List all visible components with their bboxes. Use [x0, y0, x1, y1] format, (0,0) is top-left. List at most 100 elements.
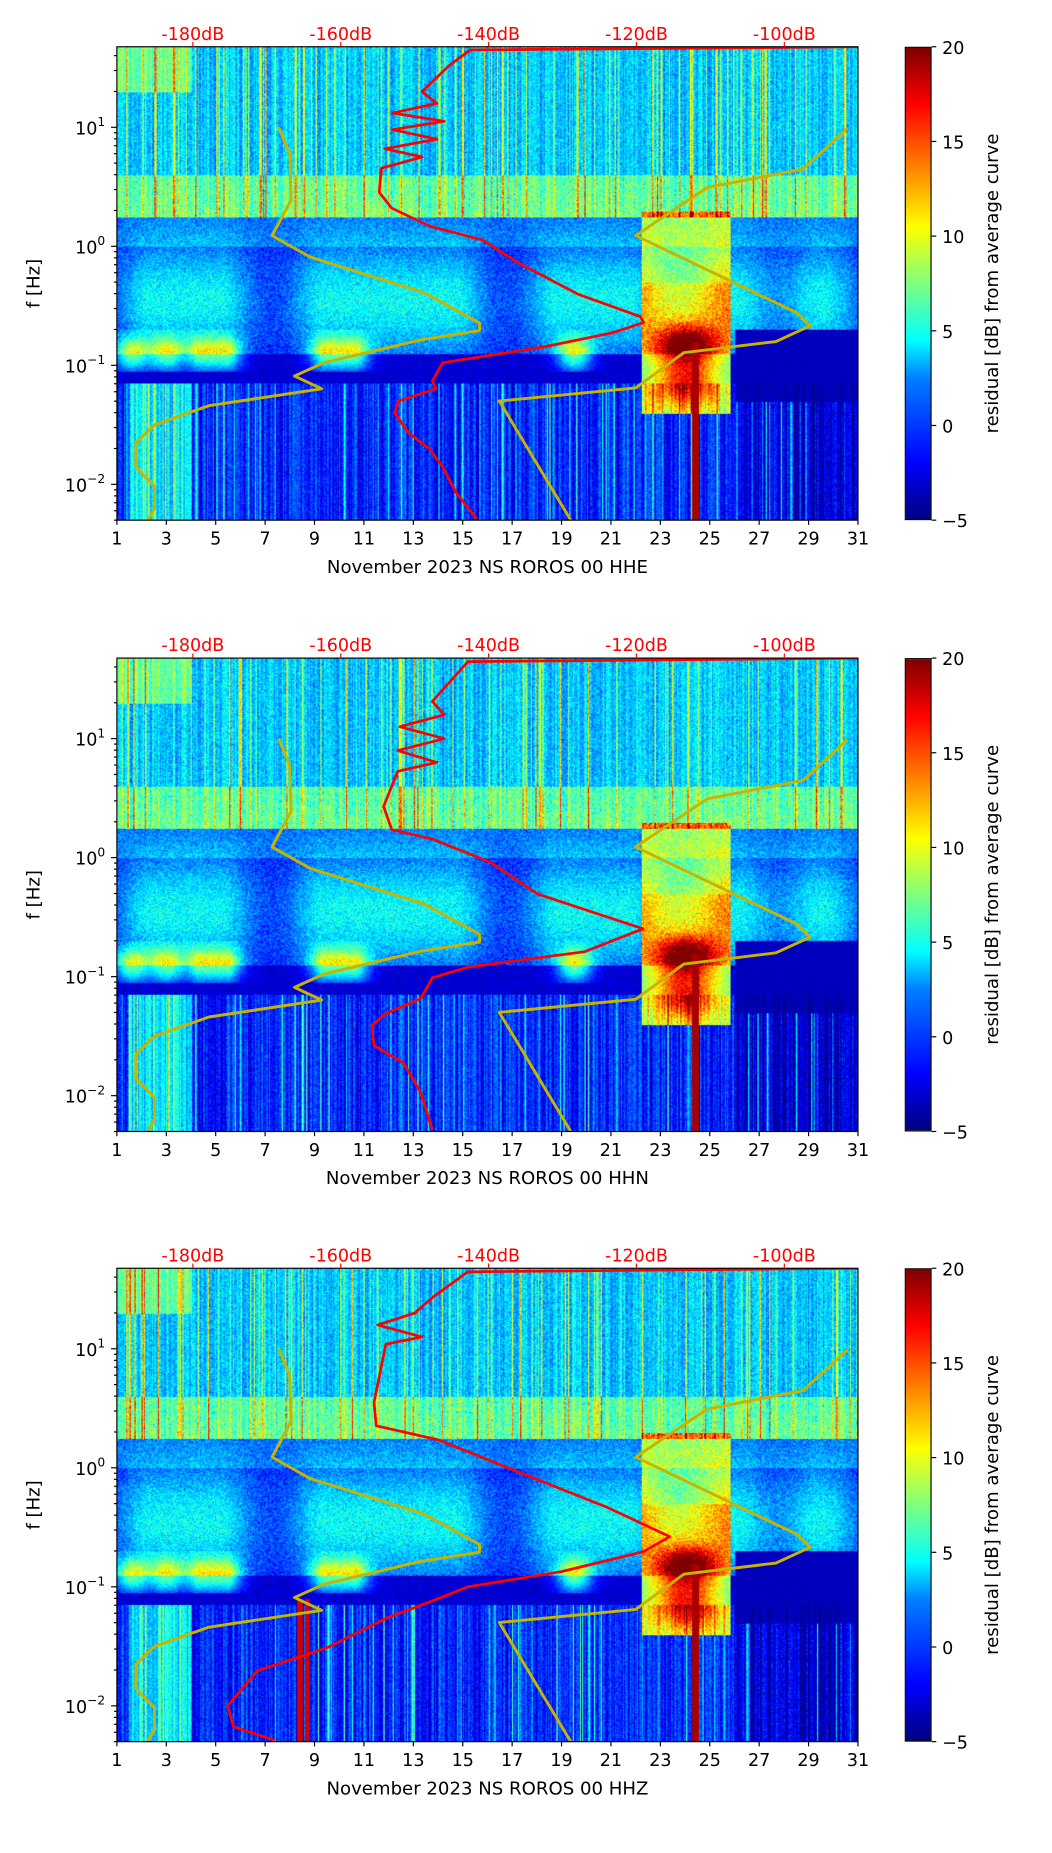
- colorbar-tick-label: 15: [942, 745, 964, 765]
- y-tick-label: 101: [75, 115, 105, 139]
- top-tick-label: -140dB: [457, 25, 520, 45]
- y-tick-base: 10: [65, 1698, 87, 1718]
- x-tick-label: 15: [452, 530, 474, 550]
- top-tick-label: -100dB: [753, 1246, 816, 1266]
- x-tick-label: 17: [501, 1141, 523, 1161]
- x-tick-label: 29: [797, 530, 819, 550]
- red-curve: [226, 1268, 858, 1742]
- y-tick-label: 10−1: [65, 353, 105, 377]
- plot-frame: [116, 46, 859, 521]
- colorbar-tick-label: 15: [942, 133, 964, 153]
- x-tick-label: 25: [699, 1751, 721, 1771]
- x-tick-label: 1: [111, 1141, 122, 1161]
- x-tick-label: 9: [309, 1141, 320, 1161]
- colorbar: [904, 1268, 932, 1742]
- yellow-curve-segment-1: [497, 1348, 849, 1742]
- y-tick-base: 10: [65, 1088, 87, 1108]
- x-axis-label: November 2023 NS ROROS 00 HHE: [327, 557, 648, 578]
- curves: [134, 658, 858, 1132]
- yellow-curve-segment-0: [134, 738, 481, 1132]
- colorbar-tick-label: 15: [942, 1355, 964, 1375]
- x-tick-label: 27: [748, 1141, 770, 1161]
- yellow-curve-segment-0: [134, 126, 481, 521]
- figure: 1 3 5 7 9 11 13 15 17 19 21 23 25 27 29 31 November 2023…: [0, 25, 1052, 1800]
- top-tick-label: -140dB: [457, 1246, 520, 1266]
- colorbar: [904, 658, 932, 1132]
- colorbar-tick-label: 20: [942, 39, 964, 59]
- y-tick-exponent: −2: [87, 1083, 105, 1097]
- x-tick-label: 31: [847, 530, 869, 550]
- top-tick-label: -160dB: [309, 25, 372, 45]
- x-tick-label: 11: [353, 1141, 375, 1161]
- colorbar-tick-label: −5: [942, 512, 968, 532]
- x-tick-label: 21: [600, 530, 622, 550]
- yellow-curve-segment-0: [134, 1348, 481, 1742]
- red-curve: [377, 46, 858, 520]
- y-axis-label: f [Hz]: [24, 1480, 45, 1529]
- x-tick-label: 27: [748, 530, 770, 550]
- x-tick-label: 25: [699, 530, 721, 550]
- colorbar-tick-label: 10: [942, 1450, 964, 1470]
- x-tick-label: 11: [353, 1751, 375, 1771]
- x-tick-label: 1: [111, 530, 122, 550]
- x-tick-label: 17: [501, 1751, 523, 1771]
- y-tick-label: 100: [75, 845, 105, 869]
- x-tick-label: 7: [260, 1141, 271, 1161]
- colorbar-tick-label: 5: [942, 323, 953, 343]
- x-tick-label: 15: [452, 1141, 474, 1161]
- y-axis-label: f [Hz]: [24, 870, 45, 919]
- x-tick-label: 5: [210, 530, 221, 550]
- y-tick-exponent: 1: [97, 726, 105, 740]
- y-tick-exponent: 0: [97, 234, 105, 248]
- colorbar-label: residual [dB] from average curve: [982, 134, 1003, 434]
- top-tick-label: -120dB: [605, 25, 668, 45]
- y-tick-label: 101: [75, 726, 105, 750]
- x-tick-label: 3: [161, 530, 172, 550]
- panel-hhe: 1 3 5 7 9 11 13 15 17 19 21 23 25 27 29 31 November 2023…: [0, 25, 1052, 631]
- x-tick-label: 7: [260, 530, 271, 550]
- colorbar-tick-label: 10: [942, 839, 964, 859]
- x-tick-label: 31: [847, 1751, 869, 1771]
- y-tick-base: 10: [75, 238, 97, 258]
- y-tick-base: 10: [75, 119, 97, 139]
- colorbar-tick-label: 5: [942, 1544, 953, 1564]
- y-tick-label: 10−1: [65, 964, 105, 988]
- y-tick-exponent: −2: [87, 472, 105, 486]
- yellow-curve-segment-1: [497, 127, 849, 521]
- top-tick-label: -160dB: [309, 636, 372, 656]
- y-tick-exponent: 0: [97, 1456, 105, 1470]
- x-tick-label: 19: [550, 530, 572, 550]
- top-tick-label: -140dB: [457, 636, 520, 656]
- x-tick-label: 23: [649, 1141, 671, 1161]
- x-tick-label: 29: [797, 1141, 819, 1161]
- colorbar-tick-label: 5: [942, 934, 953, 954]
- x-tick-label: 23: [649, 530, 671, 550]
- y-tick-label: 10−2: [65, 1694, 105, 1718]
- top-tick-label: -160dB: [309, 1246, 372, 1266]
- top-tick-label: -180dB: [161, 25, 224, 45]
- x-tick-label: 13: [402, 530, 424, 550]
- panel-hhn: 1 3 5 7 9 11 13 15 17 19 21 23 25 27 29 31 November 2023…: [0, 636, 1052, 1242]
- y-tick-exponent: 0: [97, 845, 105, 859]
- colorbar-tick-label: 0: [942, 1029, 953, 1049]
- colorbar-tick-label: −5: [942, 1734, 968, 1754]
- x-tick-label: 21: [600, 1141, 622, 1161]
- x-tick-label: 13: [402, 1141, 424, 1161]
- y-tick-exponent: −1: [87, 964, 105, 978]
- y-tick-label: 10−1: [65, 1575, 105, 1599]
- x-tick-label: 5: [210, 1751, 221, 1771]
- x-tick-label: 3: [161, 1141, 172, 1161]
- top-tick-label: -120dB: [605, 636, 668, 656]
- x-tick-label: 21: [600, 1751, 622, 1771]
- y-tick-base: 10: [75, 850, 97, 870]
- panel-hhz: 1 3 5 7 9 11 13 15 17 19 21 23 25 27 29 31 November 2023…: [0, 1246, 1052, 1852]
- x-tick-label: 11: [353, 530, 375, 550]
- red-curve: [370, 658, 858, 1131]
- colorbar-tick-label: 0: [942, 1639, 953, 1659]
- x-tick-label: 3: [161, 1751, 172, 1771]
- y-tick-label: 10−2: [65, 472, 105, 496]
- colorbar-label: residual [dB] from average curve: [982, 1355, 1003, 1655]
- x-tick-label: 9: [309, 530, 320, 550]
- x-tick-label: 25: [699, 1141, 721, 1161]
